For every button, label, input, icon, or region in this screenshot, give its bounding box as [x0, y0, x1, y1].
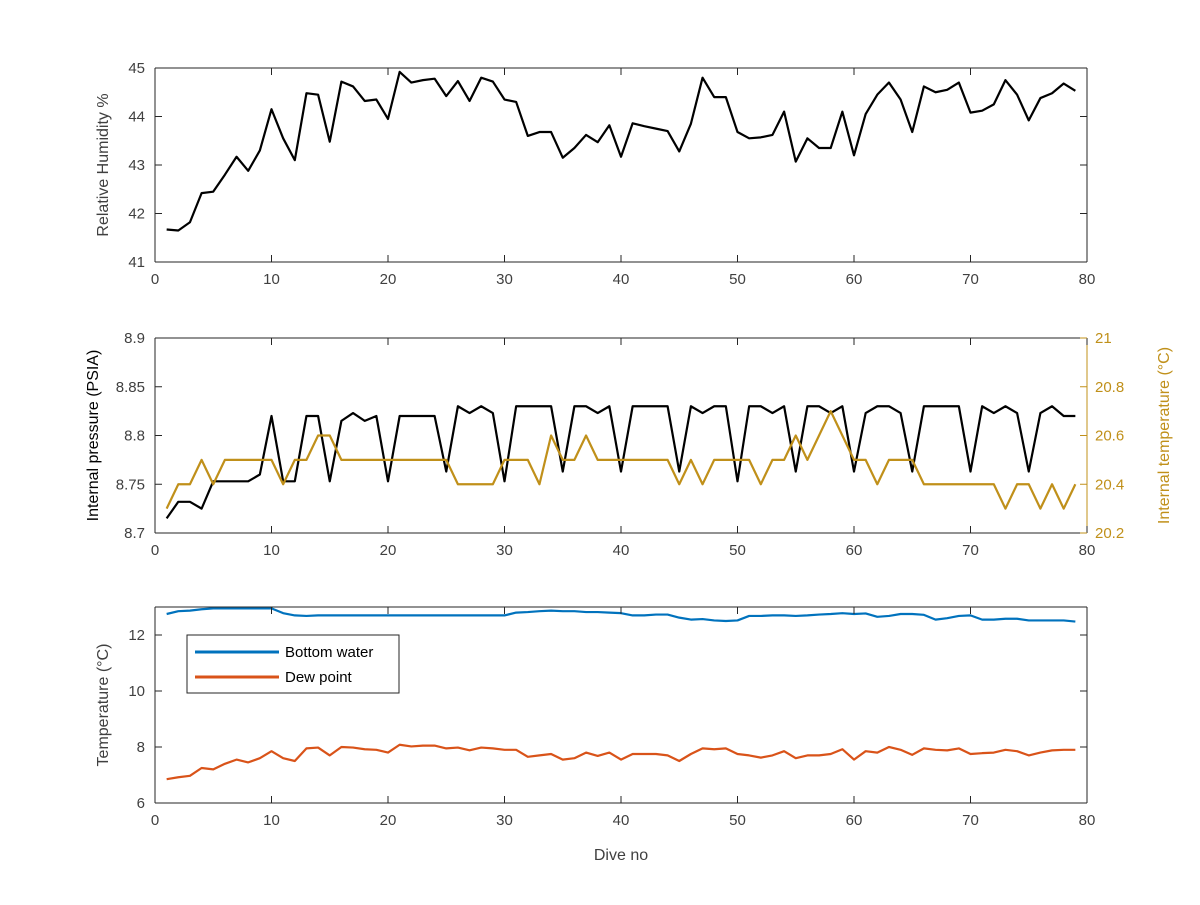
x-tick-label: 70: [962, 812, 979, 829]
x-tick-label: 50: [729, 542, 746, 559]
y-axis-label: Internal pressure (PSIA): [85, 350, 102, 522]
x-tick-label: 70: [962, 271, 979, 288]
y2-tick-label: 20.4: [1095, 476, 1124, 493]
y2-tick-label: 21: [1095, 330, 1112, 347]
x-tick-label: 30: [496, 542, 513, 559]
x-tick-label: 80: [1079, 271, 1096, 288]
y-axis-label: Temperature (°C): [95, 644, 112, 767]
y2-axis-label: Internal temperature (°C): [1156, 347, 1173, 524]
y-tick-label: 12: [128, 627, 145, 644]
y2-tick-label: 20.6: [1095, 428, 1124, 445]
x-tick-label: 50: [729, 812, 746, 829]
x-tick-label: 0: [151, 812, 159, 829]
y-tick-label: 42: [128, 206, 145, 223]
legend-box: [186, 634, 400, 694]
y-tick-label: 6: [137, 795, 145, 812]
series-line-series-0: [166, 70, 1076, 232]
x-tick-label: 0: [151, 271, 159, 288]
humidity-subplot: 0 10 20 30 40 50 60 70 80 41 42 43 44 45 Relative Humi…: [95, 60, 1095, 288]
y-tick-label: 10: [128, 683, 145, 700]
x-tick-label: 10: [263, 271, 280, 288]
plot-area: [155, 338, 1087, 533]
x-tick-label: 80: [1079, 542, 1096, 559]
x-tick-label: 20: [380, 542, 397, 559]
x-tick-label: 10: [263, 812, 280, 829]
legend-label: Dew point: [285, 669, 353, 686]
x-tick-label: 70: [962, 542, 979, 559]
y-tick-label: 41: [128, 254, 145, 271]
y-tick-label: 8.9: [124, 330, 145, 347]
legend-label: Bottom water: [285, 644, 373, 661]
x-tick-label: 40: [613, 542, 630, 559]
legend: Bottom water Dew point: [186, 634, 400, 694]
plot-area: [155, 68, 1087, 262]
x-tick-label: 20: [380, 271, 397, 288]
y-tick-label: 8.85: [116, 379, 145, 396]
series-line-series-1: [165, 410, 1077, 510]
y-tick-label: 45: [128, 60, 145, 77]
x-tick-label: 60: [846, 271, 863, 288]
y-tick-label: 8.75: [116, 476, 145, 493]
series-line-dew-point: [166, 743, 1076, 781]
x-tick-label: 30: [496, 271, 513, 288]
y-tick-label: 8: [137, 739, 145, 756]
x-tick-label: 40: [613, 812, 630, 829]
x-tick-label: 10: [263, 542, 280, 559]
y2-tick-label: 20.8: [1095, 379, 1124, 396]
x-tick-label: 20: [380, 812, 397, 829]
x-axis-label: Dive no: [594, 847, 648, 864]
x-tick-label: 60: [846, 812, 863, 829]
x-tick-label: 60: [846, 542, 863, 559]
x-tick-label: 50: [729, 271, 746, 288]
y-tick-label: 44: [128, 109, 145, 126]
series-line-series-0: [165, 405, 1076, 520]
y2-tick-label: 20.2: [1095, 525, 1124, 542]
x-tick-label: 80: [1079, 812, 1096, 829]
x-tick-label: 0: [151, 542, 159, 559]
y-tick-label: 43: [128, 157, 145, 174]
x-tick-label: 40: [613, 271, 630, 288]
temperature-subplot: 0 10 20 30 40 50 60 70 80 6 8 10 12 Temperature (°C) D…: [95, 606, 1096, 864]
y-tick-label: 8.8: [124, 428, 145, 445]
x-tick-label: 30: [496, 812, 513, 829]
y-tick-label: 8.7: [124, 525, 145, 542]
y-axis-label: Relative Humidity %: [95, 93, 112, 236]
pressure-temperature-subplot: 0 10 20 30 40 50 60 70 80 8.7 8.75 8.8 8.85 8.9 20.2 20…: [85, 330, 1173, 559]
